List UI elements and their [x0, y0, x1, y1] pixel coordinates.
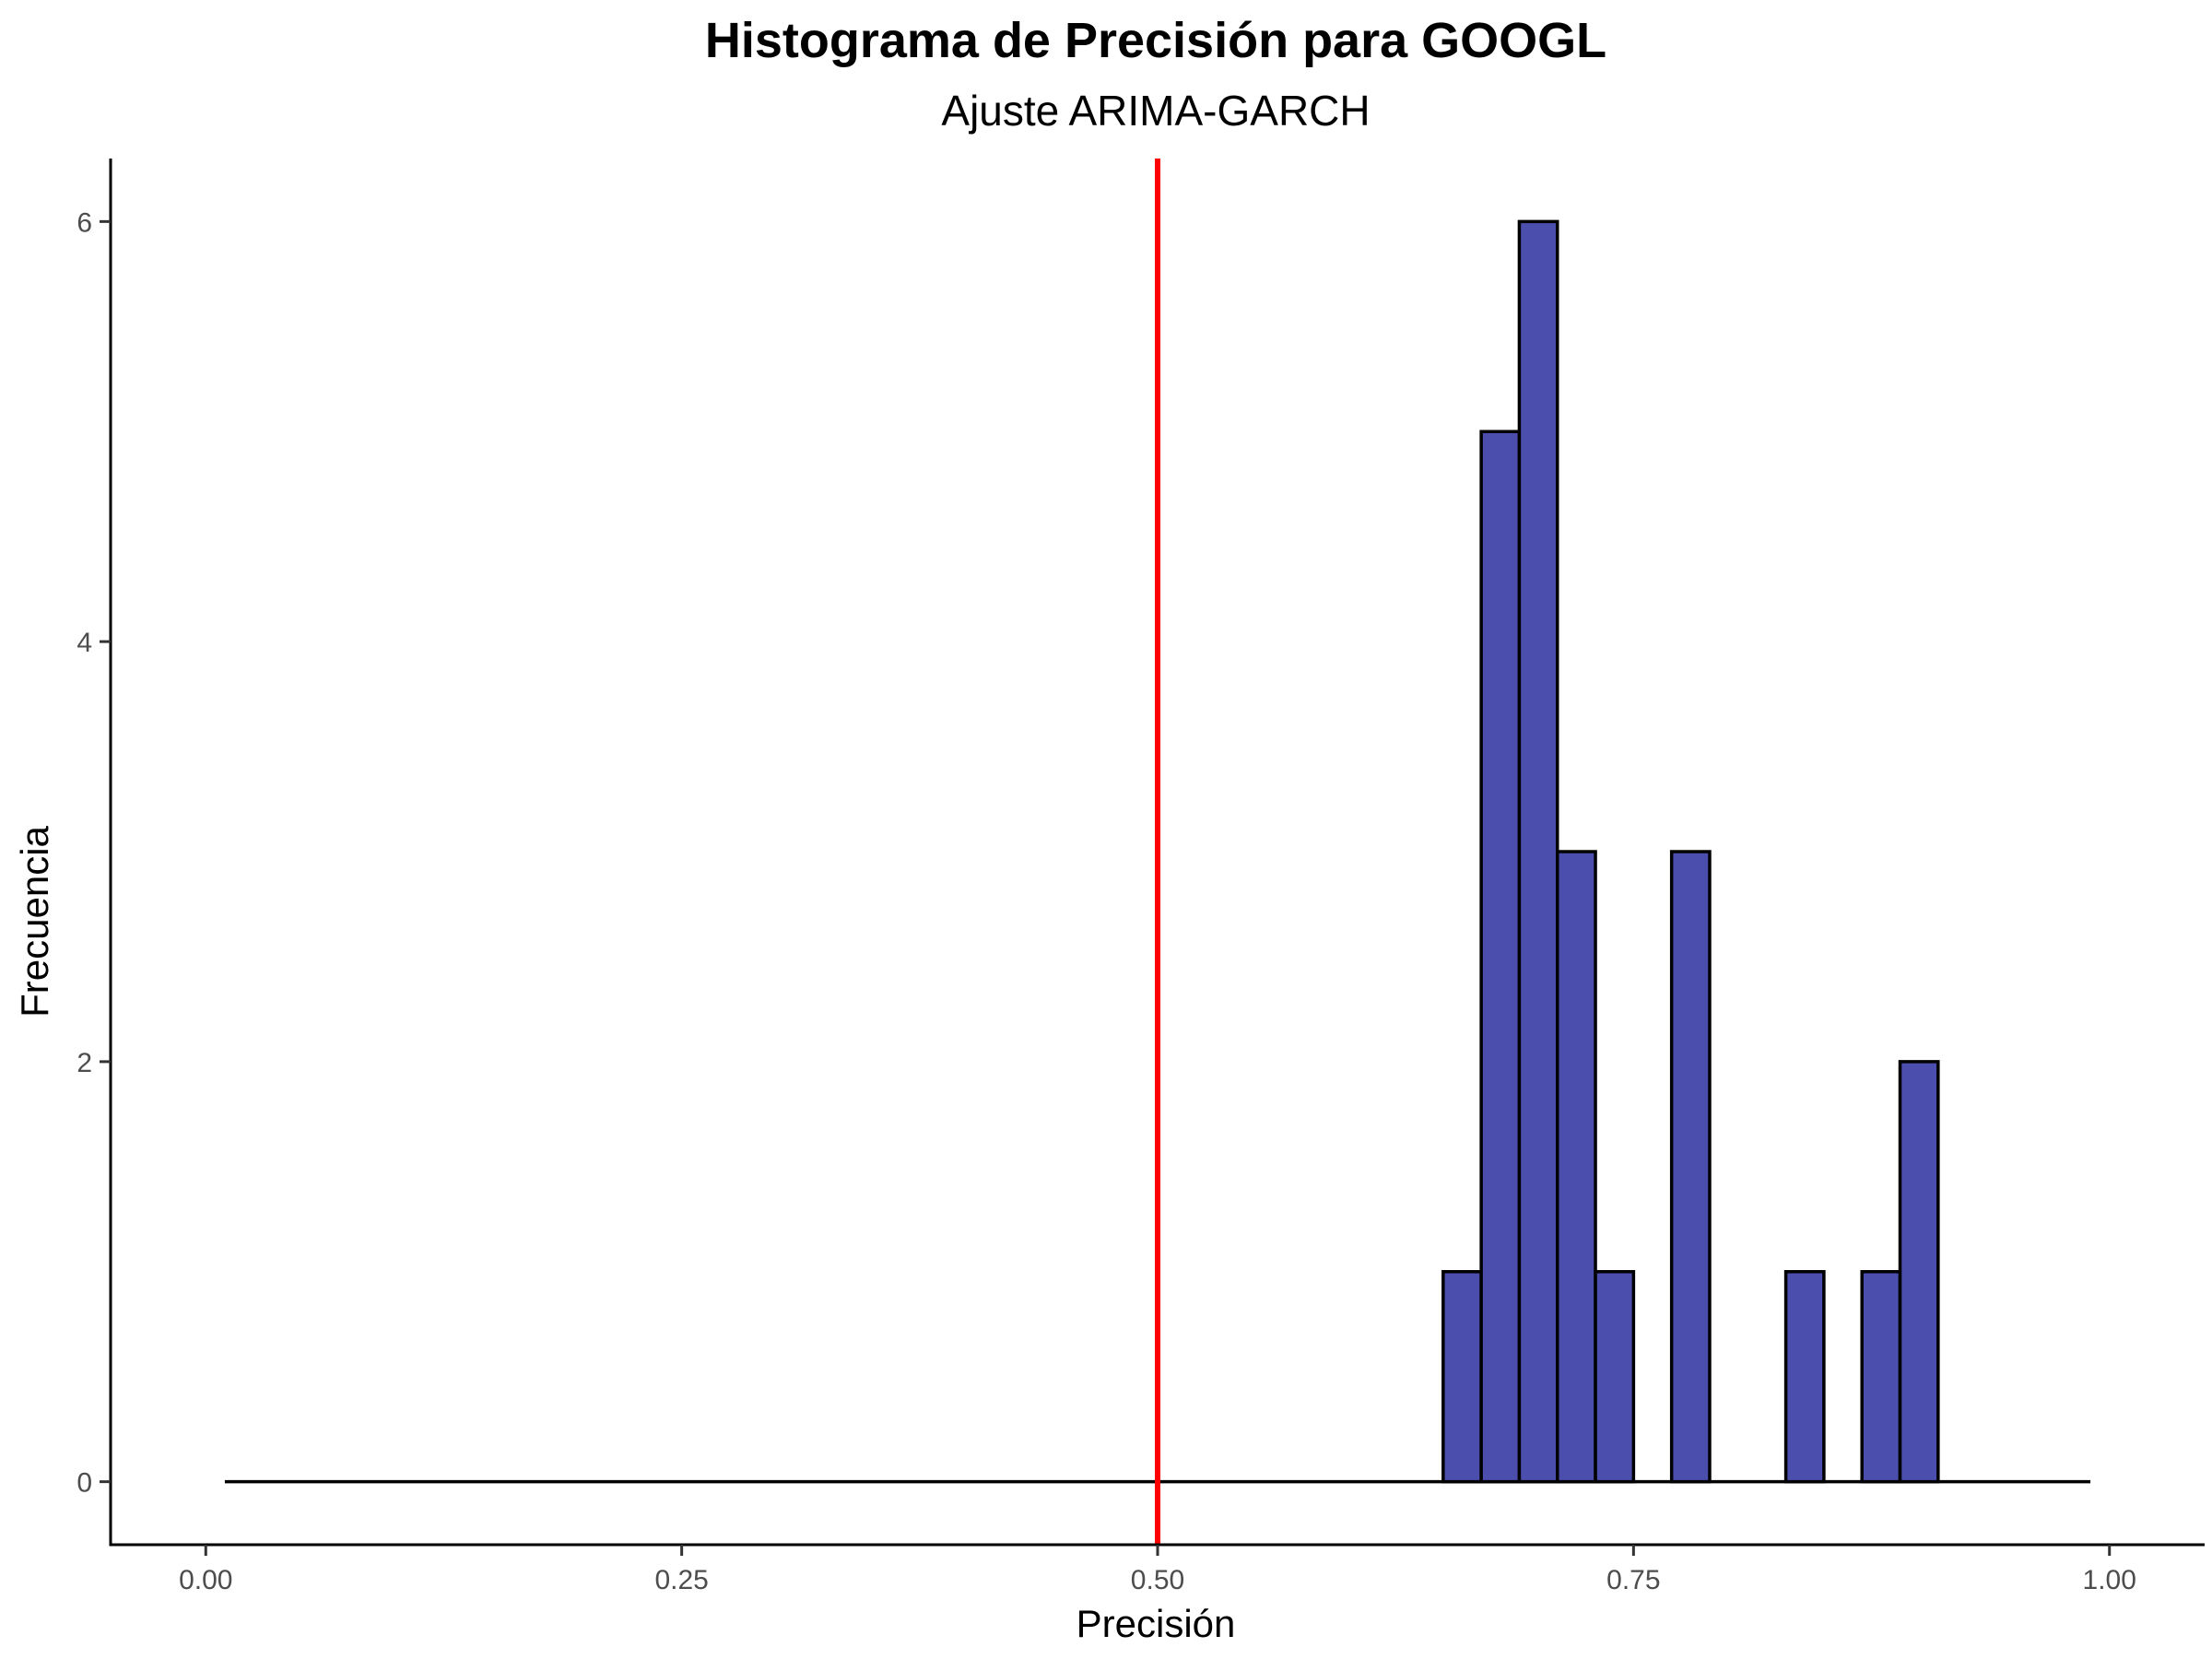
- y-axis-title: Frecuencia: [13, 825, 56, 1017]
- y-tick-label-1: 2: [76, 1048, 92, 1078]
- histogram-bar-1: [1479, 429, 1522, 1484]
- chart-subtitle: Ajuste ARIMA-GARCH: [941, 87, 1370, 135]
- histogram-bar-7: [1860, 1270, 1902, 1484]
- histogram-bar-0: [1441, 1270, 1483, 1484]
- axes-layer: 0.00 0.25 0.50 0.75 1.00 0 2 4 6: [76, 159, 2205, 1595]
- x-tick-label-4: 1.00: [2083, 1565, 2136, 1595]
- x-tick-label-0: 0.00: [179, 1565, 232, 1595]
- y-tick-label-0: 0: [76, 1468, 92, 1499]
- histogram-bar-5: [1669, 850, 1712, 1484]
- y-tick-label-2: 4: [76, 628, 92, 658]
- histogram-bar-6: [1783, 1270, 1826, 1484]
- histogram-bar-4: [1594, 1270, 1636, 1484]
- x-tick-label-2: 0.50: [1131, 1565, 1184, 1595]
- chart-title: Histograma de Precisión para GOOGL: [705, 13, 1606, 68]
- y-tick-label-3: 6: [76, 207, 92, 238]
- bars-layer: [224, 159, 2091, 1545]
- x-axis-title: Precisión: [1077, 1602, 1236, 1645]
- x-tick-label-3: 0.75: [1606, 1565, 1660, 1595]
- histogram-bar-8: [1898, 1060, 1940, 1484]
- histogram-bar-3: [1555, 850, 1597, 1484]
- x-tick-label-1: 0.25: [654, 1565, 708, 1595]
- histogram-bar-2: [1517, 219, 1559, 1484]
